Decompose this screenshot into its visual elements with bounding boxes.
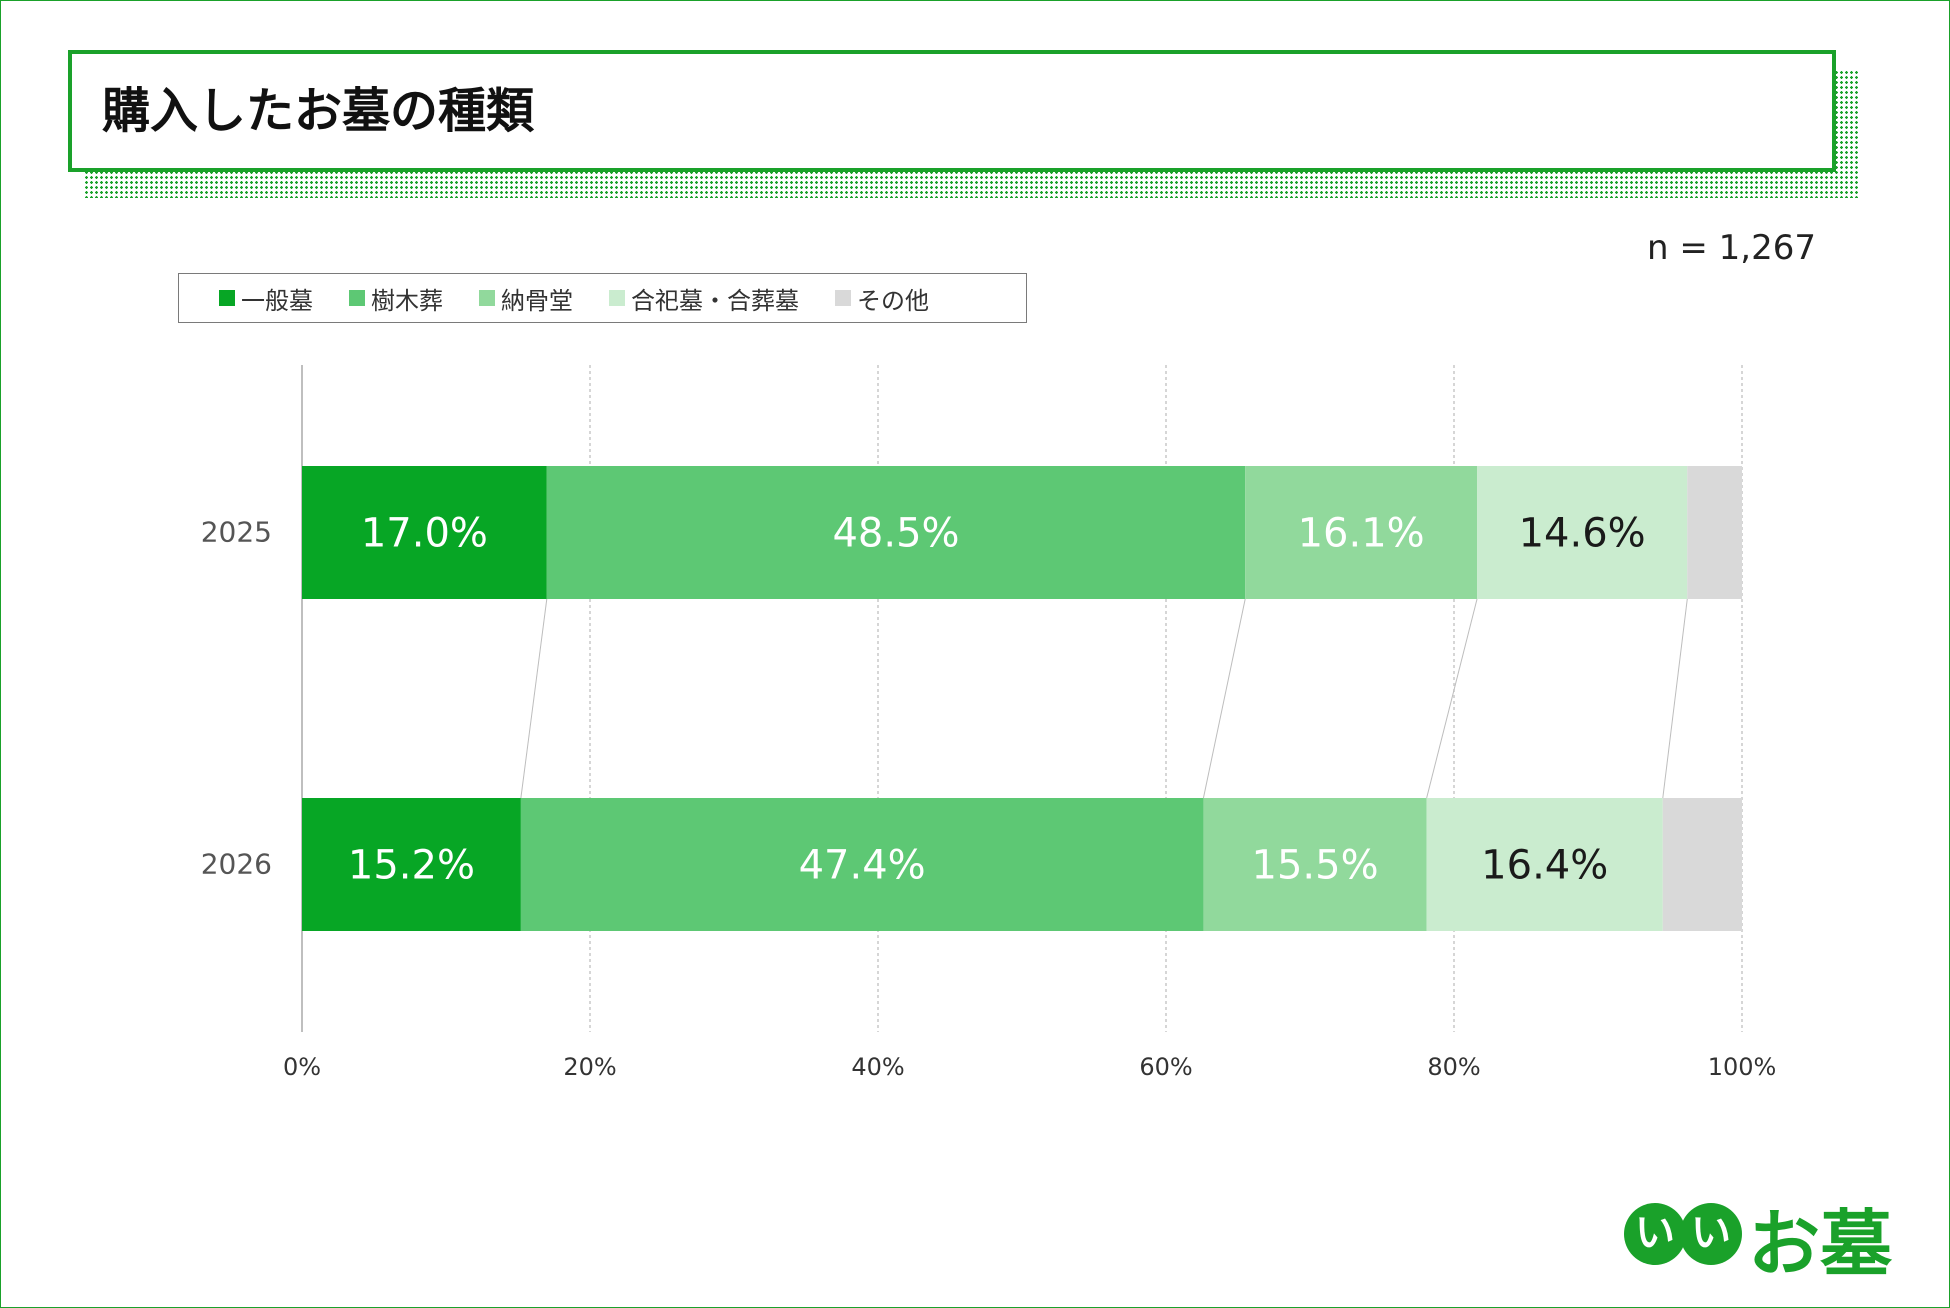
x-tick-label: 20% — [563, 1053, 616, 1081]
x-tick-label: 60% — [1139, 1053, 1192, 1081]
category-label: 2025 — [201, 516, 272, 549]
x-tick-label: 80% — [1427, 1053, 1480, 1081]
legend-item-jumokuso: 樹木葬 — [349, 281, 443, 316]
logo-circle-i-2: い — [1680, 1203, 1742, 1265]
chart-title: 購入したお墓の種類 — [102, 83, 535, 139]
data-label: 15.2% — [348, 843, 475, 889]
bar-segment — [546, 466, 1246, 599]
data-label: 15.5% — [1252, 843, 1379, 889]
data-label: 47.4% — [799, 843, 926, 889]
bar-segment — [302, 466, 547, 599]
legend-swatch — [479, 290, 495, 306]
legend-label: 納骨堂 — [501, 286, 573, 315]
legend-item-nokotsudo: 納骨堂 — [479, 281, 573, 316]
data-label: 48.5% — [832, 511, 959, 557]
legend-item-ippanbo: 一般墓 — [219, 281, 313, 316]
x-tick-label: 100% — [1708, 1053, 1777, 1081]
legend-label: その他 — [857, 286, 929, 315]
legend-swatch — [349, 290, 365, 306]
series-connector-line — [520, 598, 548, 799]
data-label: 14.6% — [1519, 511, 1646, 557]
legend-swatch — [835, 290, 851, 306]
series-connector-line — [1426, 598, 1478, 799]
legend-swatch — [609, 290, 625, 306]
data-label: 17.0% — [361, 511, 488, 557]
logo-circle-i-1: い — [1624, 1203, 1686, 1265]
legend-item-goshibo: 合祀墓・合葬墓 — [609, 281, 799, 316]
series-connector-line — [1662, 598, 1688, 799]
chart-legend: 一般墓 樹木葬 納骨堂 合祀墓・合葬墓 その他 — [178, 273, 1027, 323]
bar-segment — [1662, 798, 1742, 931]
legend-item-sonota: その他 — [835, 281, 929, 316]
title-box: 購入したお墓の種類 — [68, 50, 1836, 172]
category-label: 2026 — [201, 848, 272, 881]
legend-label: 一般墓 — [241, 286, 313, 315]
legend-label: 樹木葬 — [371, 286, 443, 315]
bar-segment — [302, 798, 521, 931]
bar-segment — [1687, 466, 1742, 599]
logo-text: お墓 — [1748, 1202, 1893, 1286]
bar-segment — [520, 798, 1204, 931]
iiohaka-logo: い い お墓 — [1624, 1193, 1904, 1286]
sample-size-label: n = 1,267 — [1647, 228, 1816, 268]
bar-segment — [1245, 466, 1478, 599]
bar-segment — [1203, 798, 1427, 931]
x-tick-label: 40% — [851, 1053, 904, 1081]
legend-label: 合祀墓・合葬墓 — [631, 286, 799, 315]
bar-segment — [1477, 466, 1688, 599]
data-label: 16.4% — [1481, 843, 1608, 889]
series-connector-line — [1202, 598, 1246, 799]
x-tick-label: 0% — [283, 1053, 321, 1081]
data-label: 16.1% — [1298, 511, 1425, 557]
bar-segment — [1426, 798, 1663, 931]
legend-swatch — [219, 290, 235, 306]
